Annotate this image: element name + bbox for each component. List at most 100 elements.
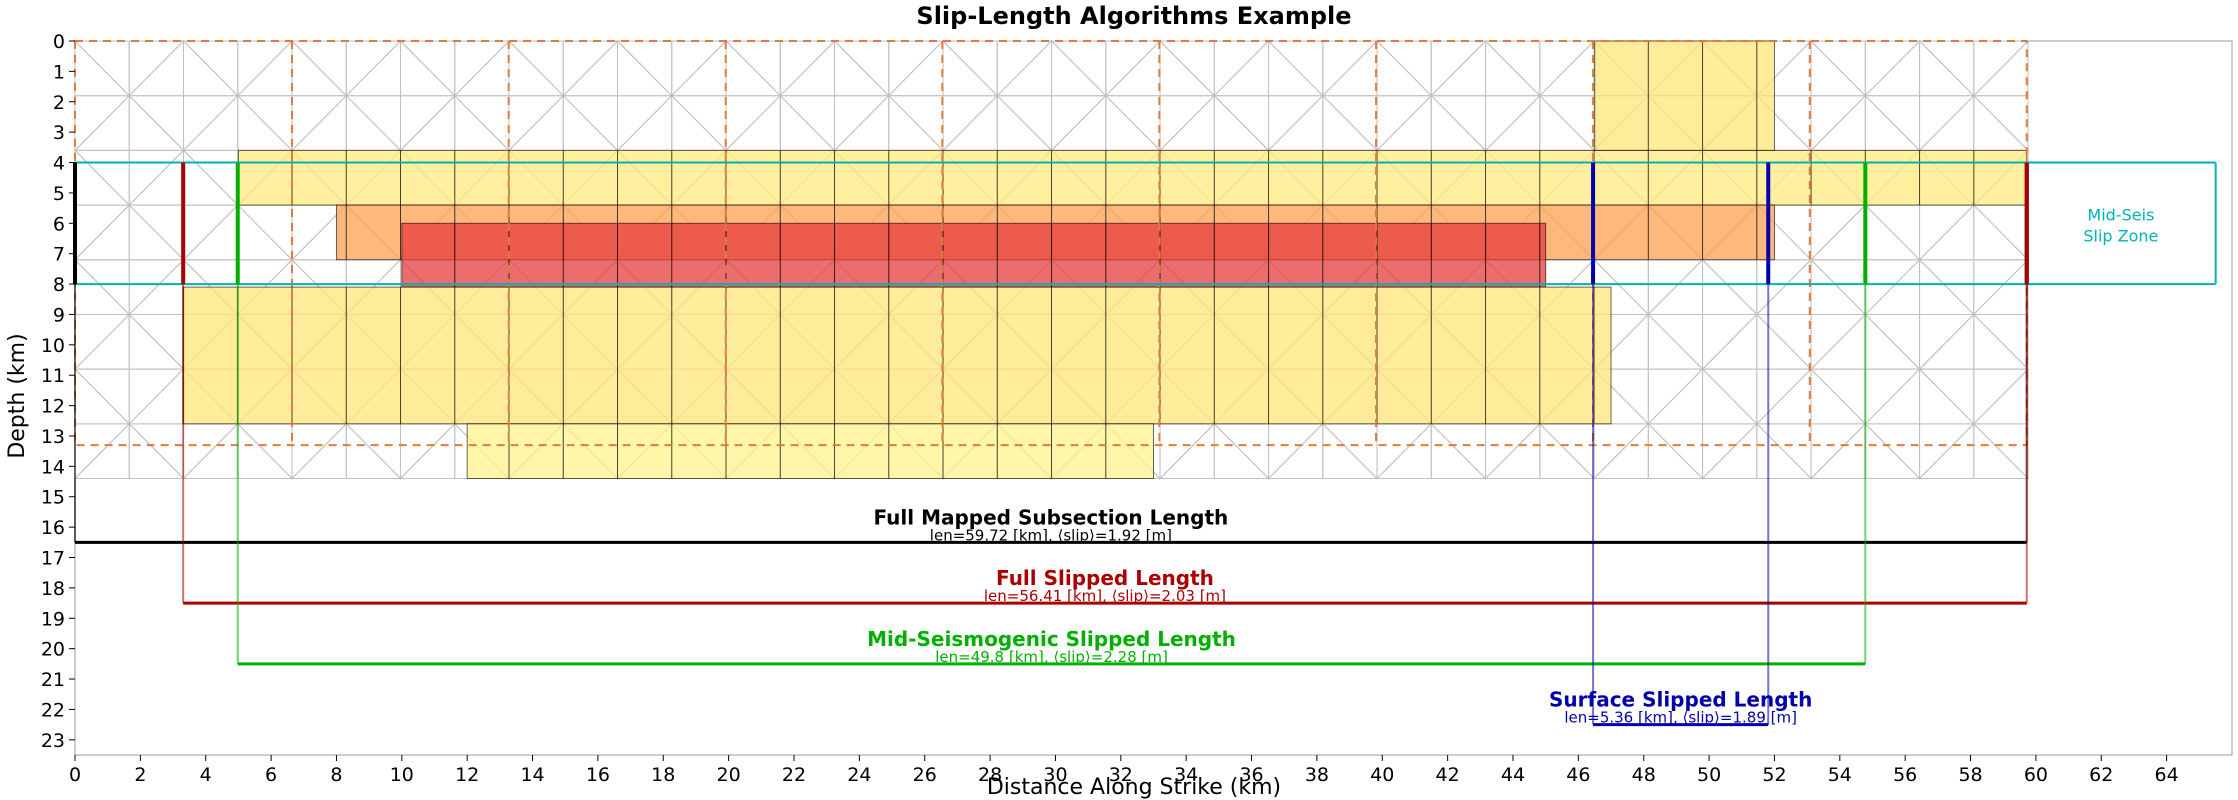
y-tick-label: 20 <box>41 639 65 661</box>
mesh-triangle <box>128 422 185 480</box>
x-tick-label: 50 <box>1697 764 1721 786</box>
y-tick-label: 16 <box>41 517 65 539</box>
x-tick-label: 36 <box>1239 764 1263 786</box>
mesh-triangle <box>1322 422 1379 480</box>
y-tick-label: 10 <box>41 335 65 357</box>
y-tick-label: 2 <box>53 92 65 114</box>
slip-patch-fill <box>467 423 1154 479</box>
x-tick-label: 56 <box>1893 764 1917 786</box>
y-tick-label: 1 <box>53 61 65 83</box>
x-tick-label: 48 <box>1632 764 1656 786</box>
y-tick-label: 12 <box>41 396 65 418</box>
mesh-triangle <box>1539 422 1596 480</box>
y-tick-label: 21 <box>41 669 65 691</box>
measurement-title: Full Mapped Subsection Length <box>873 505 1228 529</box>
x-tick-label: 52 <box>1762 764 1786 786</box>
slip-patch <box>182 286 1612 425</box>
slip-patch-fill <box>1594 41 1775 151</box>
y-tick-label: 19 <box>41 608 65 630</box>
slip-patch <box>1594 40 1775 151</box>
slip-patch <box>237 149 2028 206</box>
mid-seis-label: Mid-Seis <box>2087 205 2154 224</box>
x-tick-label: 58 <box>1958 764 1982 786</box>
x-axis-title: Distance Along Strike (km) <box>987 775 1281 800</box>
slip-patch-fill <box>182 287 1612 424</box>
y-tick-label: 5 <box>53 183 65 205</box>
x-tick-label: 44 <box>1501 764 1525 786</box>
y-tick-label: 6 <box>53 213 65 235</box>
mid-seis-zone: Mid-Seis Slip Zone <box>75 161 2217 286</box>
measurement-title: Surface Slipped Length <box>1549 688 1812 712</box>
slip-patch-outline <box>1594 40 1775 151</box>
x-tick-label: 12 <box>455 764 479 786</box>
x-tick-label: 8 <box>330 764 342 786</box>
x-tick-label: 60 <box>2024 764 2048 786</box>
x-tick-label: 22 <box>782 764 806 786</box>
slip-patch-fill <box>401 223 1546 288</box>
x-tick-label: 62 <box>2089 764 2113 786</box>
x-tick-label: 14 <box>520 764 544 786</box>
measurement-detail: len=56.41 [km], ⟨slip⟩=2.03 [m] <box>984 587 1226 605</box>
x-tick-label: 46 <box>1566 764 1590 786</box>
measurement-detail: len=49.8 [km], ⟨slip⟩=2.28 [m] <box>935 648 1168 666</box>
y-tick-label: 17 <box>41 548 65 570</box>
x-tick-label: 28 <box>978 764 1002 786</box>
x-tick-label: 32 <box>1109 764 1133 786</box>
slip-patch-fill <box>238 150 2027 206</box>
x-tick-label: 42 <box>1436 764 1460 786</box>
x-tick-label: 54 <box>1828 764 1852 786</box>
mesh-triangle <box>345 422 402 480</box>
x-tick-label: 34 <box>1174 764 1198 786</box>
x-tick-label: 16 <box>586 764 610 786</box>
mesh-triangle <box>1213 422 1270 480</box>
x-tick-label: 26 <box>913 764 937 786</box>
y-tick-label: 8 <box>53 274 65 296</box>
y-axis-title: Depth (km) <box>5 333 30 458</box>
measurement-title: Full Slipped Length <box>996 566 1214 590</box>
y-tick-label: 15 <box>41 487 65 509</box>
mid-seis-label: Slip Zone <box>2083 227 2158 246</box>
y-tick-label: 18 <box>41 578 65 600</box>
plot-area: Mid-Seis Slip Zone Full Mapped Subsection … <box>41 31 2233 786</box>
x-tick-label: 10 <box>390 764 414 786</box>
y-tick-label: 4 <box>53 153 65 175</box>
y-tick-label: 11 <box>41 365 65 387</box>
x-tick-label: 38 <box>1305 764 1329 786</box>
slip-patch <box>401 222 1547 288</box>
slip-patch-outline <box>466 423 1154 480</box>
x-tick-label: 24 <box>847 764 871 786</box>
x-axis: 0 2 4 6 8 10 12 14 16 18 20 22 24 26 28 30 32 34 36 38 40 42 4… <box>69 755 2179 786</box>
measurement-title: Mid-Seismogenic Slipped Length <box>867 627 1236 651</box>
measurement-detail: len=5.36 [km], ⟨slip⟩=1.89 [m] <box>1564 709 1797 727</box>
y-tick-label: 3 <box>53 122 65 144</box>
x-tick-label: 18 <box>651 764 675 786</box>
x-tick-label: 4 <box>200 764 212 786</box>
x-tick-label: 30 <box>1043 764 1067 786</box>
y-tick-label: 13 <box>41 426 65 448</box>
slip-patches <box>182 40 2028 480</box>
y-tick-label: 7 <box>53 244 65 266</box>
slip-patch <box>466 423 1154 480</box>
chart-title: Slip-Length Algorithms Example <box>916 2 1351 30</box>
mesh-triangle <box>1973 422 2030 480</box>
x-tick-label: 40 <box>1370 764 1394 786</box>
x-tick-label: 6 <box>265 764 277 786</box>
y-tick-label: 0 <box>53 31 65 53</box>
x-tick-label: 64 <box>2155 764 2179 786</box>
mesh-triangle <box>1647 422 1704 480</box>
x-tick-label: 20 <box>717 764 741 786</box>
measurement-detail: len=59.72 [km], ⟨slip⟩=1.92 [m] <box>930 526 1172 544</box>
x-tick-label: 0 <box>69 764 81 786</box>
mesh-triangle <box>1756 422 1813 480</box>
mesh-triangle <box>1430 422 1487 480</box>
x-tick-label: 2 <box>134 764 146 786</box>
y-tick-label: 22 <box>41 699 65 721</box>
y-tick-label: 23 <box>41 730 65 752</box>
y-tick-label: 14 <box>41 456 65 478</box>
y-tick-label: 9 <box>53 304 65 326</box>
